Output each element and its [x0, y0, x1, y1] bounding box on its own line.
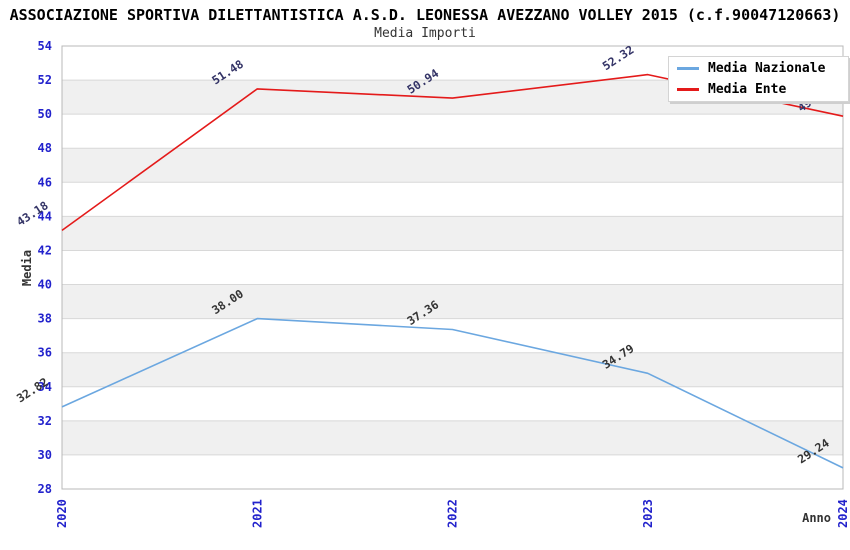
data-point-label: 32.82: [14, 375, 51, 406]
series-line-media-nazionale: [61, 317, 844, 469]
chart-title: ASSOCIAZIONE SPORTIVA DILETTANTISTICA A.…: [9, 6, 841, 24]
chart-subtitle: Media Importi: [374, 26, 476, 41]
chart-legend: Media Nazionale Media Ente: [668, 56, 849, 102]
y-tick-label: 30: [38, 448, 52, 462]
plot-border: [61, 45, 844, 490]
legend-marker-ente-icon: [677, 88, 699, 91]
y-tick-label: 48: [38, 141, 52, 155]
legend-item-media-ente: Media Ente: [677, 82, 848, 97]
plot-band: [62, 250, 843, 285]
legend-label-ente: Media Ente: [708, 82, 787, 97]
plot-band: [62, 386, 843, 421]
plot-band: [62, 284, 843, 319]
y-tick-label: 36: [38, 346, 52, 360]
y-tick-label: 44: [38, 209, 52, 223]
plot-band: [62, 216, 843, 251]
x-tick-label: 2022: [446, 499, 460, 528]
y-tick-label: 40: [38, 278, 52, 292]
y-tick-label: 42: [38, 243, 52, 257]
x-tick-label: 2024: [836, 499, 850, 528]
plot-band: [62, 182, 843, 217]
y-tick-label: 34: [38, 380, 52, 394]
y-axis-title: Media: [20, 250, 34, 286]
legend-label-nazionale: Media Nazionale: [708, 61, 826, 76]
y-tick-label: 52: [38, 73, 52, 87]
y-tick-label: 28: [38, 482, 52, 496]
plot-band: [62, 148, 843, 183]
plot-band: [62, 114, 843, 149]
plot-band: [62, 318, 843, 353]
x-tick-label: 2020: [55, 499, 69, 528]
y-tick-label: 50: [38, 107, 52, 121]
plot-band: [62, 352, 843, 387]
plot-band: [62, 454, 843, 489]
legend-item-media-nazionale: Media Nazionale: [677, 61, 848, 76]
plot-band: [62, 420, 843, 455]
legend-marker-nazionale-icon: [677, 67, 699, 70]
x-tick-label: 2023: [641, 499, 655, 528]
y-tick-label: 54: [38, 39, 52, 53]
x-axis-title: Anno: [802, 511, 831, 525]
y-tick-label: 46: [38, 175, 52, 189]
y-tick-label: 32: [38, 414, 52, 428]
x-tick-label: 2021: [250, 499, 264, 528]
y-tick-label: 38: [38, 312, 52, 326]
